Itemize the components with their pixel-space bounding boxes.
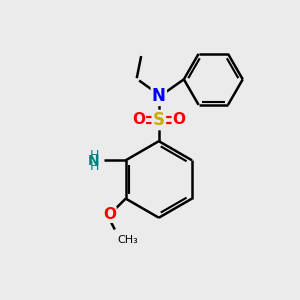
Text: N: N bbox=[152, 87, 166, 105]
Text: S: S bbox=[153, 111, 165, 129]
Text: H: H bbox=[90, 148, 99, 161]
Text: N: N bbox=[88, 154, 99, 168]
Text: O: O bbox=[103, 207, 116, 222]
Text: H: H bbox=[90, 160, 99, 173]
Text: CH₃: CH₃ bbox=[117, 236, 138, 245]
Text: O: O bbox=[172, 112, 185, 128]
Text: O: O bbox=[132, 112, 145, 128]
